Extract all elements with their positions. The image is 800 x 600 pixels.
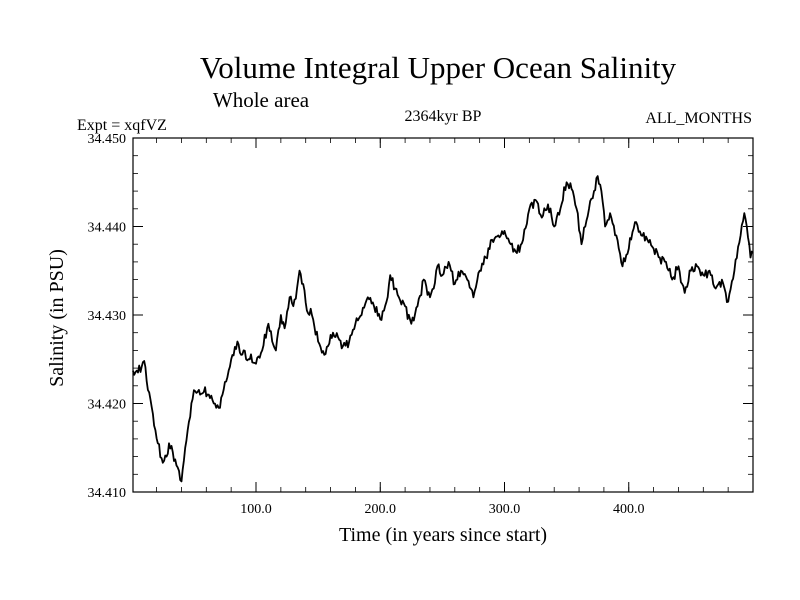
- chart-subtitle: Whole area: [213, 88, 310, 112]
- x-axis: 100.0 200.0 300.0 400.0: [156, 138, 729, 517]
- salinity-series-line: [132, 175, 754, 483]
- x-tick-label: 100.0: [240, 502, 272, 517]
- y-tick-label: 34.410: [88, 486, 127, 501]
- plot-frame: [132, 137, 754, 493]
- y-tick-label: 34.420: [88, 398, 127, 413]
- y-tick-label: 34.450: [88, 132, 127, 147]
- period-label: 2364kyr BP: [405, 108, 482, 125]
- x-tick-label: 400.0: [613, 502, 645, 517]
- x-axis-label: Time (in years since start): [339, 524, 547, 546]
- y-axis: 34.410 34.420 34.430 34.440 34.450: [88, 132, 753, 501]
- y-tick-label: 34.440: [88, 221, 127, 236]
- experiment-label: Expt = xqfVZ: [77, 117, 167, 134]
- months-label: ALL_MONTHS: [645, 110, 752, 127]
- y-axis-label: Salinity (in PSU): [46, 249, 68, 387]
- x-tick-label: 300.0: [489, 502, 521, 517]
- chart-title: Volume Integral Upper Ocean Salinity: [200, 50, 677, 85]
- x-tick-label: 200.0: [365, 502, 397, 517]
- y-tick-label: 34.430: [88, 309, 127, 324]
